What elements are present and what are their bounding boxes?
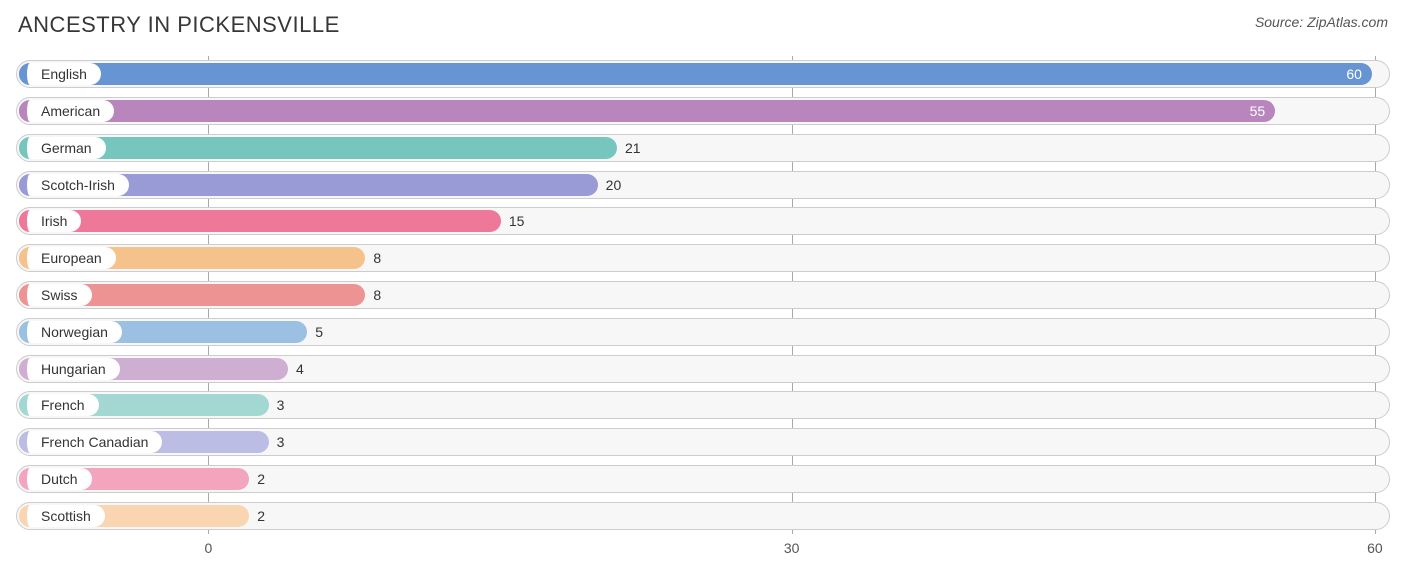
bar: 60 <box>19 63 1372 85</box>
chart-title: ANCESTRY IN PICKENSVILLE <box>18 12 340 38</box>
bar-value: 8 <box>373 250 381 266</box>
bar-row: 55 American <box>16 97 1390 125</box>
bar-label: American <box>19 100 114 122</box>
bar-label: Scotch-Irish <box>19 174 129 196</box>
bar-label: English <box>19 63 101 85</box>
ancestry-chart-container: ANCESTRY IN PICKENSVILLE Source: ZipAtla… <box>0 0 1406 571</box>
bar-value: 20 <box>606 177 622 193</box>
bar-label: French Canadian <box>19 431 162 453</box>
bar-value: 3 <box>277 434 285 450</box>
bar-value: 15 <box>509 213 525 229</box>
bar-label: Dutch <box>19 468 92 490</box>
x-tick: 30 <box>784 540 800 556</box>
bar-row: 8 European <box>16 244 1390 272</box>
bar-label: Irish <box>19 210 81 232</box>
bar-value: 3 <box>277 397 285 413</box>
bar-value: 2 <box>257 508 265 524</box>
bar-value: 8 <box>373 287 381 303</box>
bar-label: Swiss <box>19 284 92 306</box>
bar: 15 <box>19 210 501 232</box>
bar-label: European <box>19 247 116 269</box>
bar-label: Scottish <box>19 505 105 527</box>
bar: 21 <box>19 137 617 159</box>
bar-row: 8 Swiss <box>16 281 1390 309</box>
plot-area: 60English55American21German20Scotch-Iris… <box>16 56 1390 534</box>
bar-row: 4 Hungarian <box>16 355 1390 383</box>
x-tick: 60 <box>1367 540 1383 556</box>
x-tick: 0 <box>204 540 212 556</box>
bar-row: 21German <box>16 134 1390 162</box>
bar-row: 2 Scottish <box>16 502 1390 530</box>
bar-label: German <box>19 137 106 159</box>
bar-row: 3 French Canadian <box>16 428 1390 456</box>
bar-row: 15Irish <box>16 207 1390 235</box>
bar-value: 55 <box>1250 103 1266 119</box>
bar-label: French <box>19 394 99 416</box>
bar-value: 2 <box>257 471 265 487</box>
bar-row: 5 Norwegian <box>16 318 1390 346</box>
x-axis: 0 30 60 <box>16 534 1390 562</box>
bar-label: Hungarian <box>19 358 120 380</box>
bar-value: 21 <box>625 140 641 156</box>
bar-label: Norwegian <box>19 321 122 343</box>
bar-row: 20 Scotch-Irish <box>16 171 1390 199</box>
bar: 55 <box>19 100 1275 122</box>
bar-value: 5 <box>315 324 323 340</box>
chart-source: Source: ZipAtlas.com <box>1255 14 1388 30</box>
bar-row: 2 Dutch <box>16 465 1390 493</box>
bar-value: 60 <box>1346 66 1362 82</box>
bar-row: 3 French <box>16 391 1390 419</box>
bar-row: 60 English <box>16 60 1390 88</box>
bar-value: 4 <box>296 361 304 377</box>
chart-header: ANCESTRY IN PICKENSVILLE Source: ZipAtla… <box>16 12 1390 38</box>
